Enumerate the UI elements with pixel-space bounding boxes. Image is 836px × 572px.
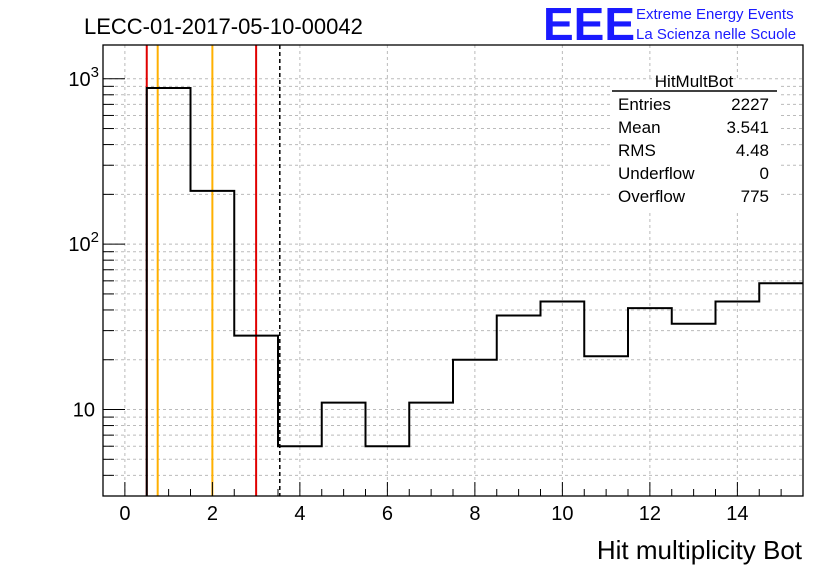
y-tick-label: 102: [68, 229, 99, 256]
stats-label: Overflow: [618, 187, 686, 206]
histogram-bin: [322, 403, 366, 496]
logo-line-2: La Scienza nelle Scuole: [636, 26, 796, 43]
stats-value: 0: [760, 164, 769, 183]
stats-value: 775: [741, 187, 769, 206]
x-tick-label: 4: [294, 503, 305, 525]
y-tick-base: 10: [68, 69, 90, 91]
histogram-bin: [409, 403, 453, 496]
x-tick-label: 10: [551, 503, 573, 525]
plot-frame: [102, 44, 804, 497]
y-tick-base: 10: [68, 234, 90, 256]
x-tick-label: 2: [207, 503, 218, 525]
y-tick-base: 10: [73, 400, 95, 422]
histogram-bin: [759, 283, 803, 496]
stats-box: HitMultBot Entries 2227 Mean 3.541 RMS 4.48 Un…: [610, 72, 780, 210]
stats-label: Mean: [618, 118, 661, 137]
stats-label: Entries: [618, 95, 671, 114]
histogram-bin: [191, 191, 235, 496]
x-tick-label: 8: [469, 503, 480, 525]
histogram-bin: [541, 301, 585, 496]
histogram-bin: [453, 360, 497, 496]
stats-box-background: [610, 80, 780, 210]
y-tick-label: 103: [68, 64, 99, 91]
x-tick-label: 12: [639, 503, 661, 525]
x-tick-label: 6: [382, 503, 393, 525]
logo-line-1: Extreme Energy Events: [636, 6, 794, 23]
histogram-bin: [497, 316, 541, 496]
y-tick-exponent: 3: [91, 64, 99, 81]
stats-value: 4.48: [736, 141, 769, 160]
logo-mark: EEE: [543, 0, 635, 50]
chart-title: LECC-01-2017-05-10-00042: [84, 14, 363, 39]
stats-value: 3.541: [726, 118, 769, 137]
y-tick-exponent: 2: [91, 229, 99, 246]
histogram-bins: [145, 86, 803, 496]
histogram-outline: [145, 86, 803, 496]
histogram-bin: [672, 324, 716, 496]
stats-label: Underflow: [618, 164, 695, 183]
stats-box-name: HitMultBot: [655, 72, 734, 91]
x-tick-label: 14: [726, 503, 748, 525]
histogram-bin: [716, 301, 760, 496]
x-axis-title: Hit multiplicity Bot: [597, 535, 803, 565]
x-tick-label: 0: [119, 503, 130, 525]
stats-rows: Entries 2227 Mean 3.541 RMS 4.48 Underflow 0 Ove…: [618, 95, 769, 206]
histogram-bin: [147, 88, 191, 496]
histogram-bin: [628, 308, 672, 496]
y-tick-label: 10: [73, 400, 95, 422]
eee-logo: EEE Extreme Energy Events La Scienza nel…: [543, 0, 796, 50]
histogram-bin: [234, 336, 278, 496]
histogram-bin: [584, 356, 628, 496]
stats-label: RMS: [618, 141, 656, 160]
x-axis-ticks: 0 2 4 6 8 10 12 14: [119, 482, 749, 525]
stats-value: 2227: [731, 95, 769, 114]
